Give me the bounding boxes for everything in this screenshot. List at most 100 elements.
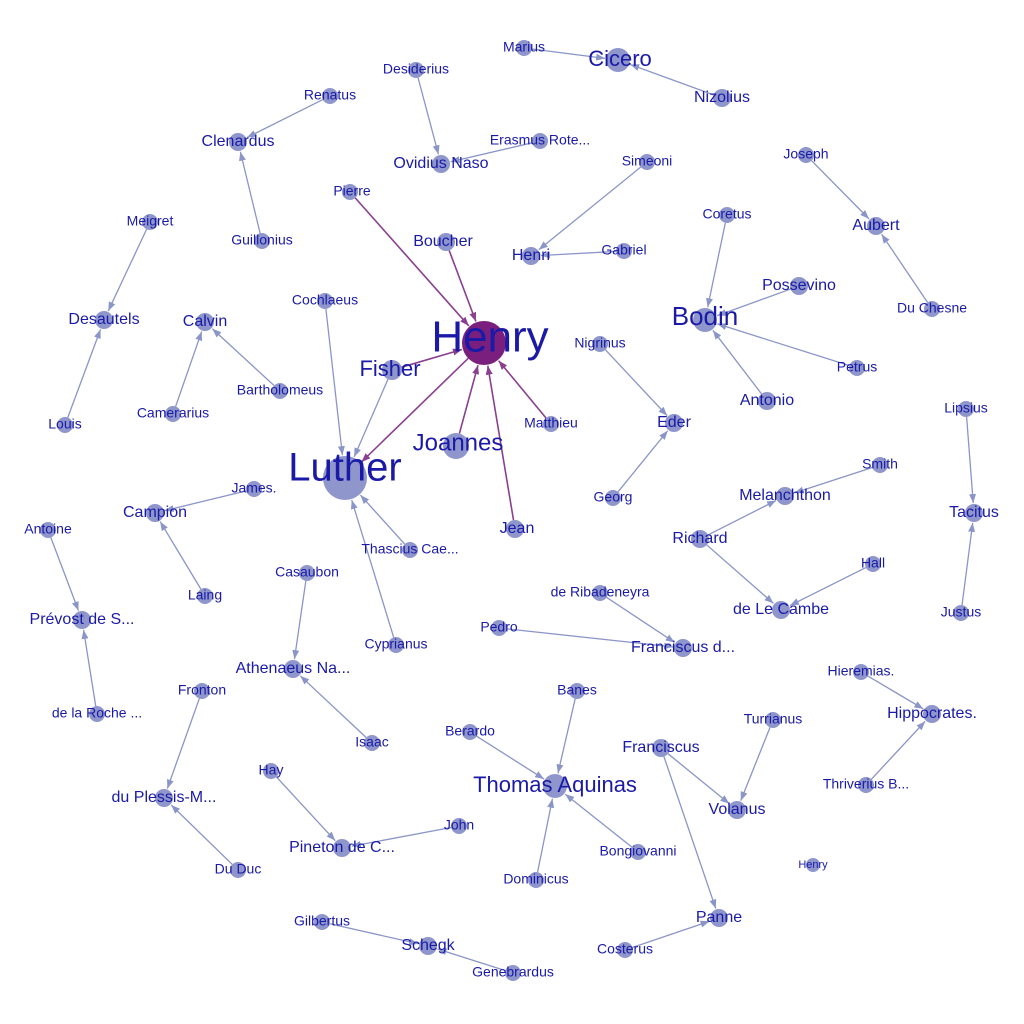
node-label-joseph: Joseph: [783, 146, 828, 162]
node-smith[interactable]: [872, 457, 888, 473]
node-hall[interactable]: [865, 556, 881, 572]
node-james[interactable]: [246, 481, 262, 497]
node-isaac[interactable]: [364, 735, 380, 751]
node-john[interactable]: [451, 818, 467, 834]
node-bongiovanni[interactable]: [630, 844, 646, 860]
node-franciscusd[interactable]: [674, 639, 692, 657]
node-desautels[interactable]: [95, 311, 113, 329]
node-erasmus[interactable]: [532, 133, 548, 149]
node-hieremias[interactable]: [853, 664, 869, 680]
node-pedro[interactable]: [491, 620, 507, 636]
node-fisher[interactable]: [382, 360, 402, 380]
node-boucher[interactable]: [437, 233, 455, 251]
node-lipsius[interactable]: [958, 401, 974, 417]
node-georg[interactable]: [605, 490, 621, 506]
node-turrianus[interactable]: [765, 712, 781, 728]
node-luther[interactable]: [323, 456, 367, 500]
node-meigret[interactable]: [142, 214, 158, 230]
node-coretus[interactable]: [719, 207, 735, 223]
node-justus[interactable]: [953, 605, 969, 621]
node-thomas[interactable]: [543, 774, 567, 798]
node-calvin[interactable]: [196, 313, 214, 331]
node-banes[interactable]: [569, 683, 585, 699]
edge-banes-to-thomas: [556, 698, 576, 774]
node-duplessis[interactable]: [155, 789, 173, 807]
node-label-turrianus: Turrianus: [744, 711, 803, 727]
node-schegk[interactable]: [419, 937, 437, 955]
node-tacitus[interactable]: [965, 504, 983, 522]
edge-costerus-to-panne: [632, 920, 710, 949]
node-cicero[interactable]: [606, 48, 630, 72]
node-prevost[interactable]: [73, 611, 91, 629]
node-duduc[interactable]: [230, 862, 246, 878]
node-label-nizolius: Nizolius: [694, 89, 750, 106]
node-delaroche[interactable]: [89, 706, 105, 722]
node-antoine[interactable]: [40, 522, 56, 538]
node-label-costerus: Costerus: [597, 941, 653, 957]
node-cyprianus[interactable]: [388, 637, 404, 653]
node-duchesne[interactable]: [924, 301, 940, 317]
edge-cochlaeus-to-luther: [325, 308, 345, 456]
node-marius[interactable]: [516, 40, 532, 56]
node-dominicus[interactable]: [528, 872, 544, 888]
node-thascius[interactable]: [402, 542, 418, 558]
node-simeoni[interactable]: [639, 154, 655, 170]
node-clenardus[interactable]: [229, 133, 247, 151]
node-ribadeneyra[interactable]: [592, 585, 608, 601]
node-gabriel[interactable]: [616, 243, 632, 259]
node-camerarius[interactable]: [165, 406, 181, 422]
node-hay[interactable]: [263, 763, 279, 779]
edges-layer: [50, 48, 977, 972]
edge-richard-to-melanchthon: [707, 499, 777, 536]
node-panne[interactable]: [710, 909, 728, 927]
node-genebrardus[interactable]: [505, 965, 521, 981]
node-richard[interactable]: [691, 530, 709, 548]
node-ovidius[interactable]: [432, 155, 450, 173]
node-louis[interactable]: [57, 417, 73, 433]
node-joseph[interactable]: [798, 147, 814, 163]
node-berardo[interactable]: [462, 724, 478, 740]
edge-fisher-to-luther: [353, 378, 389, 458]
node-fronton[interactable]: [194, 683, 210, 699]
node-laing[interactable]: [197, 588, 213, 604]
node-volanus[interactable]: [728, 801, 746, 819]
node-franciscus[interactable]: [652, 739, 670, 757]
node-possevino[interactable]: [790, 277, 808, 295]
node-campion[interactable]: [146, 504, 164, 522]
node-antonio[interactable]: [758, 392, 776, 410]
node-pineton[interactable]: [333, 839, 351, 857]
edge-pierre-to-henry_main: [354, 197, 470, 327]
node-matthieu[interactable]: [543, 416, 559, 432]
node-henri[interactable]: [522, 247, 540, 265]
node-casaubon[interactable]: [299, 565, 315, 581]
node-nigrinus[interactable]: [592, 336, 608, 352]
node-renatus[interactable]: [322, 88, 338, 104]
node-henry-small[interactable]: [806, 858, 820, 872]
node-cochlaeus[interactable]: [317, 293, 333, 309]
node-joannes[interactable]: [443, 433, 469, 459]
node-jean[interactable]: [506, 520, 524, 538]
node-label-berardo: Berardo: [445, 723, 495, 739]
node-henry-main[interactable]: [462, 321, 506, 365]
node-costerus[interactable]: [617, 942, 633, 958]
node-pierre[interactable]: [342, 184, 358, 200]
node-thriverius[interactable]: [858, 777, 874, 793]
node-hippocrates[interactable]: [923, 705, 941, 723]
node-bodin[interactable]: [693, 308, 717, 332]
node-aubert[interactable]: [867, 217, 885, 235]
node-gilbertus[interactable]: [314, 914, 330, 930]
node-guillonius[interactable]: [254, 233, 270, 249]
node-petrus[interactable]: [849, 360, 865, 376]
node-bartholomeus[interactable]: [272, 383, 288, 399]
node-desiderius[interactable]: [408, 62, 424, 78]
edge-bartholomeus-to-calvin: [211, 328, 275, 387]
node-nizolius[interactable]: [713, 89, 731, 107]
node-melanchthon[interactable]: [776, 487, 794, 505]
edge-henry_main-to-luther: [360, 357, 469, 463]
node-athenaeus[interactable]: [284, 660, 302, 678]
nodes-layer: [40, 40, 983, 981]
edge-hieremias-to-hippocrates: [867, 675, 924, 710]
edge-gabriel-to-henri: [540, 250, 617, 259]
node-eder[interactable]: [665, 414, 683, 432]
node-delecambe[interactable]: [772, 601, 790, 619]
